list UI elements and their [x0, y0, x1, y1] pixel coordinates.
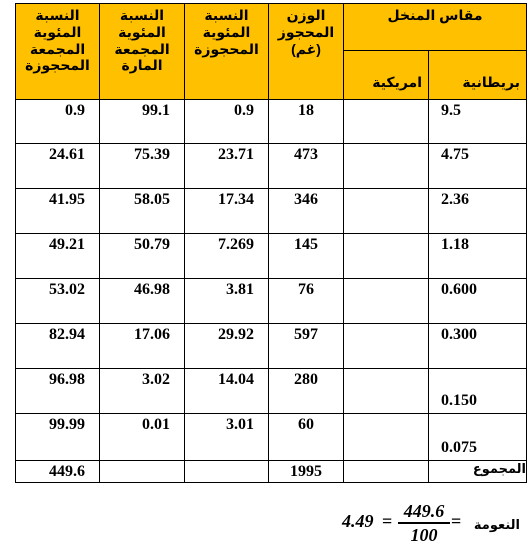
fineness-formula: 4.49 = 449.6 100 = النعومة — [330, 500, 520, 550]
cell-cum-passing: 3.02 — [99, 368, 185, 414]
sieve-analysis-table: النسبة المئوية المجمعة المحجوزة النسبة ا… — [15, 3, 528, 483]
cell-cum-passing: 99.1 — [99, 99, 185, 144]
cell-british: 0.150 — [427, 368, 528, 414]
cell-american — [343, 188, 429, 234]
cell-cum-retained: 49.21 — [15, 233, 100, 279]
cell-pct-retained: 0.9 — [184, 99, 269, 144]
cell-pct-retained: 29.92 — [184, 323, 269, 369]
cell-cum-passing: 46.98 — [99, 278, 185, 324]
cell-british: 9.5 — [427, 99, 528, 144]
cell-american — [343, 278, 429, 324]
cell-american — [343, 143, 429, 189]
cell-cum-retained: 24.61 — [15, 143, 100, 189]
header-sieve-size: مقاس المنخل — [342, 3, 528, 51]
total-empty-cell — [343, 460, 429, 483]
header-american-label: امريكية — [372, 74, 422, 91]
cell-pct-retained: 3.01 — [184, 413, 269, 461]
cell-pct-retained: 23.71 — [184, 143, 269, 189]
cell-cum-passing: 0.01 — [99, 413, 185, 461]
cell-british: 2.36 — [427, 188, 528, 234]
cell-cum-passing: 17.06 — [99, 323, 185, 369]
header-british: بريطانية — [427, 50, 528, 100]
table-row: 0.9 99.1 0.9 18 9.5 — [15, 99, 528, 144]
cell-weight: 346 — [268, 188, 344, 234]
table-row: 53.02 46.98 3.81 76 0.600 — [15, 278, 528, 324]
total-empty-cell — [99, 460, 185, 483]
cell-cum-passing: 50.79 — [99, 233, 185, 279]
cell-cum-retained: 96.98 — [15, 368, 100, 414]
table-row: 49.21 50.79 7.269 145 1.18 — [15, 233, 528, 279]
cell-british: 0.075 — [427, 413, 528, 461]
table-row: 96.98 3.02 14.04 280 0.150 — [15, 368, 528, 414]
header-cum-retained: النسبة المئوية المجمعة المحجوزة — [15, 3, 100, 100]
cell-weight: 18 — [268, 99, 344, 144]
cell-british: 0.300 — [427, 323, 528, 369]
cell-cum-retained: 99.99 — [15, 413, 100, 461]
table-row: 82.94 17.06 29.92 597 0.300 — [15, 323, 528, 369]
total-empty-cell — [184, 460, 269, 483]
cell-weight: 280 — [268, 368, 344, 414]
fineness-result: 4.49 — [342, 511, 374, 531]
cell-british: 1.18 — [427, 233, 528, 279]
cell-weight: 597 — [268, 323, 344, 369]
total-cum-retained: 449.6 — [15, 460, 100, 483]
fineness-label: النعومة — [473, 517, 520, 532]
cell-cum-retained: 82.94 — [15, 323, 100, 369]
equals-sign: = — [451, 511, 462, 531]
cell-american — [343, 233, 429, 279]
cell-cum-retained: 41.95 — [15, 188, 100, 234]
table-row: 99.99 0.01 3.01 60 0.075 — [15, 413, 528, 461]
cell-american — [343, 368, 429, 414]
header-american: امريكية — [343, 50, 429, 100]
cell-american — [343, 99, 429, 144]
cell-pct-retained: 3.81 — [184, 278, 269, 324]
cell-pct-retained: 14.04 — [184, 368, 269, 414]
table-row: 24.61 75.39 23.71 473 4.75 — [15, 143, 528, 189]
cell-pct-retained: 7.269 — [184, 233, 269, 279]
header-pct-retained: النسبة المئوية المحجوزة — [184, 3, 269, 100]
equals-sign: = — [382, 511, 393, 531]
table-row: 41.95 58.05 17.34 346 2.36 — [15, 188, 528, 234]
total-row: 449.6 1995 المجموع — [15, 460, 528, 483]
fineness-fraction: 449.6 100 — [398, 500, 450, 546]
cell-cum-retained: 53.02 — [15, 278, 100, 324]
cell-weight: 145 — [268, 233, 344, 279]
cell-weight: 473 — [268, 143, 344, 189]
cell-british: 0.600 — [427, 278, 528, 324]
total-weight: 1995 — [268, 460, 344, 483]
fraction-numerator: 449.6 — [398, 500, 450, 524]
cell-pct-retained: 17.34 — [184, 188, 269, 234]
cell-cum-passing: 58.05 — [99, 188, 185, 234]
total-label: المجموع — [427, 460, 528, 483]
header-weight: الوزن المحجوز (غم) — [268, 3, 344, 100]
cell-american — [343, 413, 429, 461]
cell-weight: 76 — [268, 278, 344, 324]
cell-weight: 60 — [268, 413, 344, 461]
cell-cum-passing: 75.39 — [99, 143, 185, 189]
header-british-label: بريطانية — [462, 74, 521, 91]
header-cum-passing: النسبة المئوية المجمعة المارة — [99, 3, 185, 100]
cell-american — [343, 323, 429, 369]
cell-british: 4.75 — [427, 143, 528, 189]
table-body: 0.9 99.1 0.9 18 9.5 24.61 75.39 23.71 473 4.75 41.… — [15, 99, 528, 461]
fraction-denominator: 100 — [410, 525, 438, 545]
cell-cum-retained: 0.9 — [15, 99, 100, 144]
